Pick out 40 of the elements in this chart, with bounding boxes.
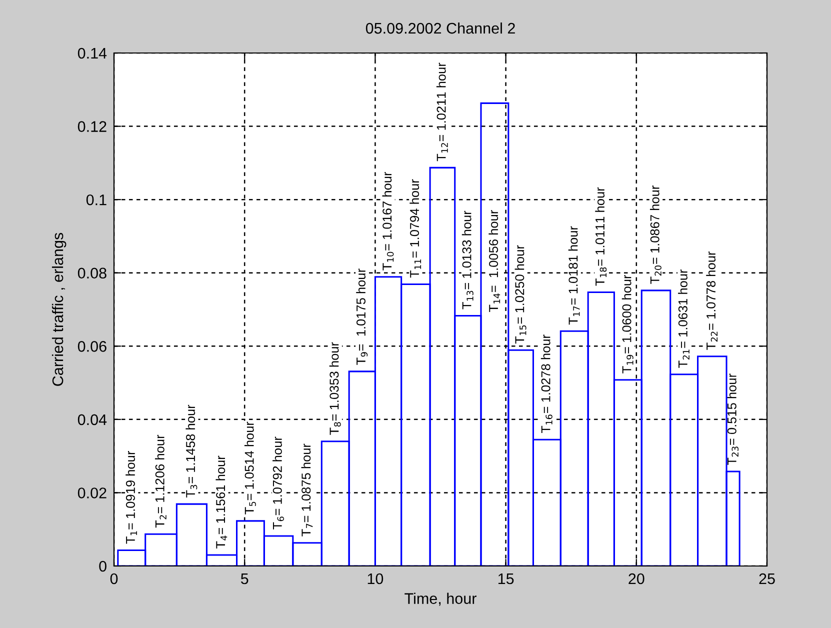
annotation: T$_{21}$= 1.0631 hour <box>678 269 690 368</box>
annotation: T$_{11}$= 1.0794 hour <box>410 179 422 278</box>
y-axis-title: Carried traffic , erlangs <box>52 232 66 386</box>
x-tick-label: 10 <box>368 573 384 584</box>
annotation: T$_{15}$= 1.0250 hour <box>514 245 526 344</box>
annotation: T$_{17}$= 1.0181 hour <box>568 226 580 325</box>
annotation: T$_{10}$= 1.0167 hour <box>382 172 394 270</box>
annotation: T$_{8}$= 1.0353 hour <box>329 342 341 435</box>
y-tick-label: 0.1 <box>86 194 106 206</box>
chart-title: 05.09.2002 Channel 2 <box>366 22 515 34</box>
annotation: T$_{12}$= 1.0211 hour <box>436 62 448 162</box>
x-tick-label: 0 <box>110 573 118 584</box>
annotation: T$_{5}$= 1.0514 hour <box>244 422 256 514</box>
annotation: T$_{16}$= 1.0278 hour <box>540 334 552 434</box>
annotation: T$_{22}$= 1.0778 hour <box>706 251 718 350</box>
annotation: T$_{1}$= 1.0919 hour <box>126 451 137 544</box>
annotation: T$_{2}$= 1.1206 hour <box>154 434 166 528</box>
y-tick-label: 0.14 <box>78 48 107 59</box>
y-tick-label: 0.12 <box>78 121 106 132</box>
x-tick-label: 5 <box>240 574 248 584</box>
annotation: T$_{19}$= 1.0600 hour <box>622 274 634 374</box>
annotation: T$_{18}$= 1.0111 hour <box>595 187 607 286</box>
x-axis-title: Time, hour <box>404 592 476 606</box>
y-tick-label: 0.06 <box>78 341 106 352</box>
y-tick-label: 0.04 <box>78 414 107 426</box>
annotation: T$_{9}$= 1.0175 hour <box>356 268 368 365</box>
annotation: T$_{3}$= 1.1458 hour <box>186 404 198 498</box>
annotation: T$_{7}$= 1.0875 hour <box>301 444 313 536</box>
x-tick-label: 20 <box>628 573 644 584</box>
y-tick-label: 0.08 <box>78 268 106 279</box>
annotation: T$_{13}$= 1.0133 hour <box>462 210 474 310</box>
y-tick-label: 0.02 <box>78 488 106 498</box>
x-tick-label: 15 <box>498 574 514 584</box>
x-tick-label: 25 <box>759 573 775 584</box>
annotation: T$_{14}$= 1.0056 hour <box>488 210 500 312</box>
y-tick-label: 0 <box>99 560 106 572</box>
annotation: T$_{20}$= 1.0867 hour <box>650 186 662 284</box>
annotation: T$_{4}$= 1.1561 hour <box>216 456 228 548</box>
annotation: T$_{23}$= 0.515 hour <box>727 374 739 465</box>
annotation: T$_{6}$= 1.0792 hour <box>272 436 284 530</box>
